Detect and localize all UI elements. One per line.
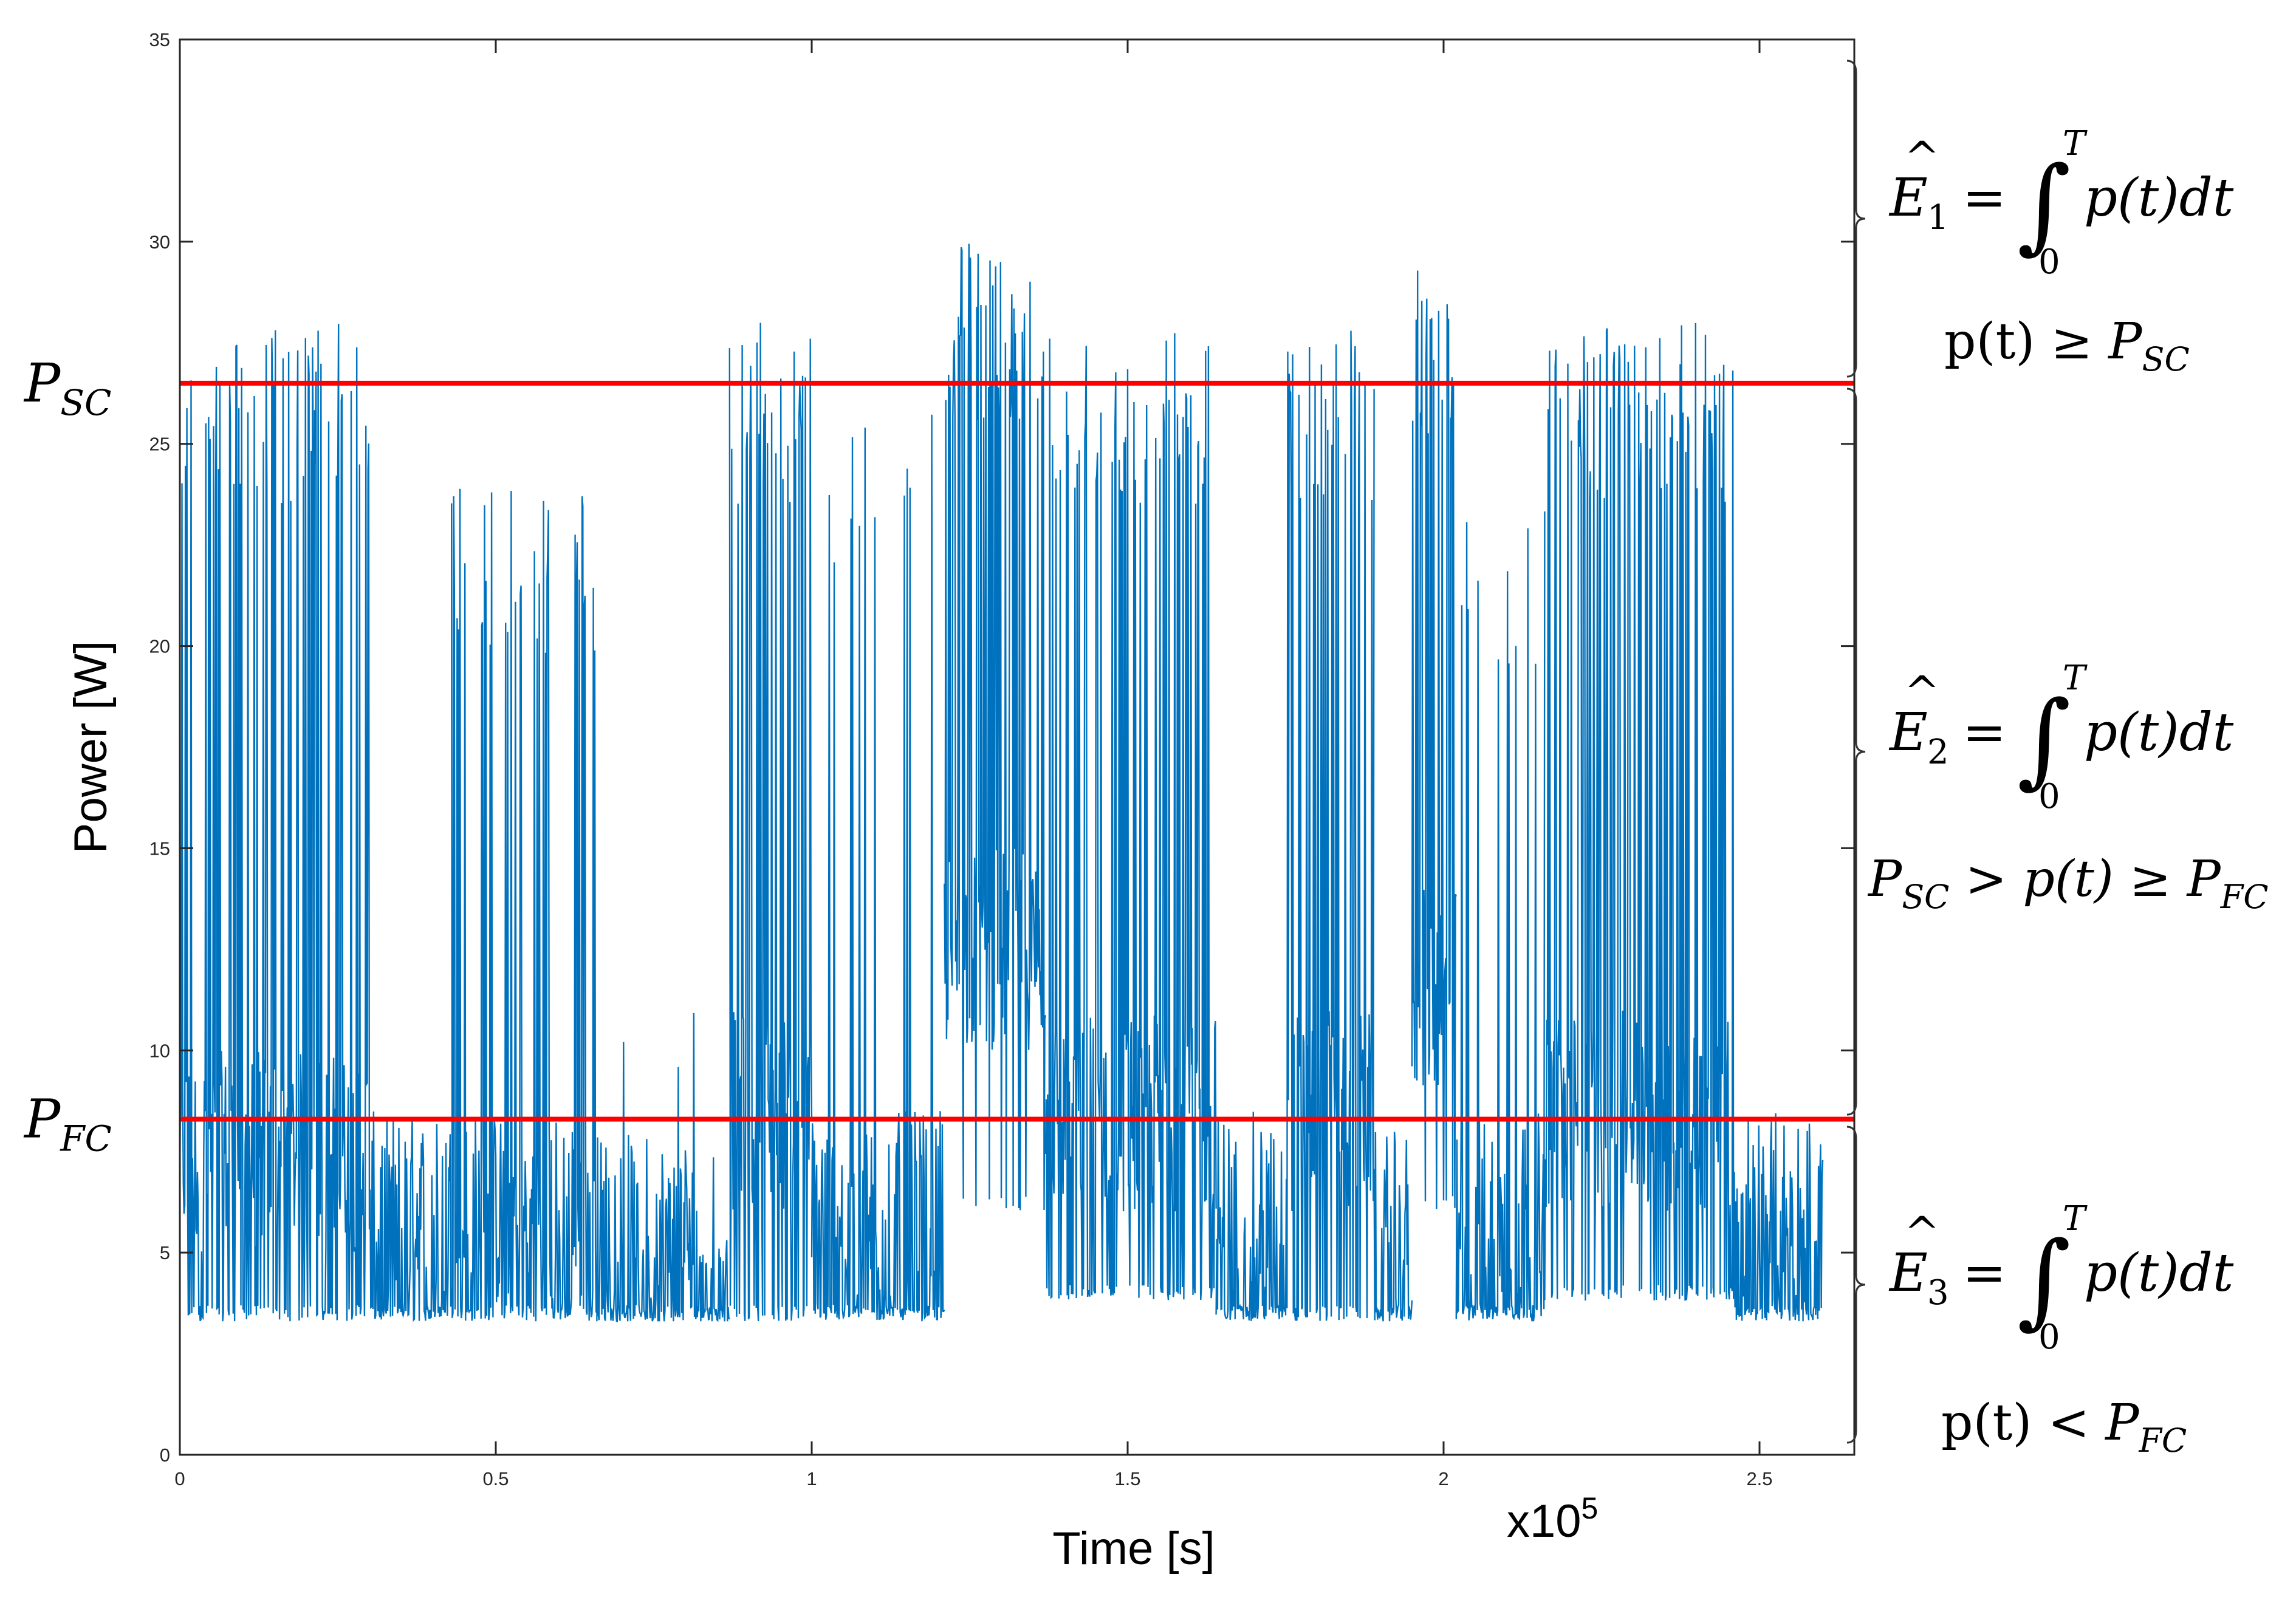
- energy-symbol: E: [1888, 168, 1928, 228]
- y-tick-label: 5: [160, 1242, 170, 1263]
- x-tick-label: 0: [174, 1468, 185, 1489]
- equals-sign: =: [1962, 1243, 2006, 1304]
- integral-upper-limit: T: [2063, 658, 2088, 698]
- threshold-labels: PSC PFC: [23, 352, 112, 1160]
- energy-formula-3: E^ 3 = ∫T 0 p(t)dt: [1888, 1199, 2234, 1357]
- energy-hat: ^: [1904, 667, 1940, 717]
- power-series-segment: [368, 1111, 453, 1322]
- axes-box: [179, 38, 1856, 1456]
- power-series-segment: [944, 244, 1046, 1211]
- power-series-segment: [1544, 323, 1735, 1301]
- x-multiplier-exponent: 5: [1581, 1491, 1599, 1525]
- threshold-label-fc: PFC: [23, 1087, 112, 1159]
- y-tick-label: 10: [149, 1040, 170, 1061]
- x-tick-label: 2: [1438, 1468, 1448, 1489]
- power-series-segment: [1733, 1113, 1824, 1322]
- integral-lower-limit: 0: [2038, 1318, 2060, 1357]
- integrand: p(t)dt: [2084, 168, 2234, 228]
- energy-index: 1: [1927, 198, 1949, 238]
- energy-index: 2: [1927, 733, 1949, 772]
- threshold-lines: [180, 380, 1854, 1122]
- y-axis-title: Power [W]: [65, 641, 117, 854]
- energy-formula-1: E^ 1 = ∫T 0 p(t)dt: [1888, 124, 2234, 282]
- x-axis-title: Time [s]: [1052, 1523, 1215, 1574]
- equals-sign: =: [1962, 702, 2006, 763]
- power-series-segment: [1044, 333, 1217, 1300]
- condition-1: p(t) ≥ PSC: [1944, 313, 2190, 378]
- curly-brace: [1846, 1126, 1866, 1444]
- x-tick-label: 0.5: [482, 1468, 509, 1489]
- energy-symbol: E: [1888, 702, 1928, 763]
- power-series-segment: [179, 324, 371, 1322]
- x-multiplier-label: x105: [1507, 1491, 1598, 1547]
- curly-brace: [1846, 60, 1866, 378]
- y-tick-label: 15: [149, 838, 170, 859]
- energy-formula-2: E^ 2 = ∫T 0 p(t)dt: [1888, 658, 2234, 816]
- integrand: p(t)dt: [2084, 702, 2234, 763]
- y-tick-label: 30: [149, 231, 170, 253]
- integral-sign: ∫: [2017, 1220, 2071, 1340]
- energy-index: 3: [1927, 1273, 1949, 1313]
- power-series-segment: [810, 414, 945, 1322]
- integral-upper-limit: T: [2063, 1199, 2088, 1239]
- y-tick-label: 0: [160, 1444, 170, 1466]
- power-series-segment: [596, 1013, 730, 1323]
- power-series-segment: [1373, 1132, 1413, 1322]
- energy-symbol: E: [1888, 1243, 1928, 1304]
- y-tick-label: 20: [149, 636, 170, 657]
- tick-labels: 0 0.5 1 1.5 2 2.5 0 5 10 15 20 25 30 35: [149, 29, 1773, 1489]
- y-tick-label: 35: [149, 29, 170, 50]
- condition-2: PSC > p(t) ≥ PFC: [1867, 850, 2269, 916]
- power-series-segment: [1215, 1112, 1287, 1321]
- integral-sign: ∫: [2017, 145, 2071, 265]
- power-series-segment: [1455, 511, 1546, 1322]
- power-series-segment: [451, 488, 598, 1322]
- equals-sign: =: [1962, 168, 2006, 228]
- x-tick-label: 2.5: [1746, 1468, 1772, 1489]
- power-series-segment: [1411, 270, 1457, 1209]
- energy-hat: ^: [1904, 1208, 1940, 1257]
- threshold-label-sc: PSC: [23, 352, 111, 423]
- integral-sign: ∫: [2017, 679, 2071, 799]
- integrand: p(t)dt: [2084, 1243, 2234, 1304]
- x-tick-label: 1.5: [1114, 1468, 1140, 1489]
- y-tick-label: 25: [149, 434, 170, 455]
- curly-brace: [1846, 388, 1866, 1116]
- axes: [179, 38, 1856, 1456]
- condition-3: p(t) < PFC: [1941, 1394, 2187, 1460]
- energy-hat: ^: [1904, 132, 1940, 182]
- integral-upper-limit: T: [2063, 124, 2088, 163]
- integral-lower-limit: 0: [2038, 777, 2060, 816]
- integral-lower-limit: 0: [2038, 242, 2060, 282]
- x-tick-label: 1: [806, 1468, 817, 1489]
